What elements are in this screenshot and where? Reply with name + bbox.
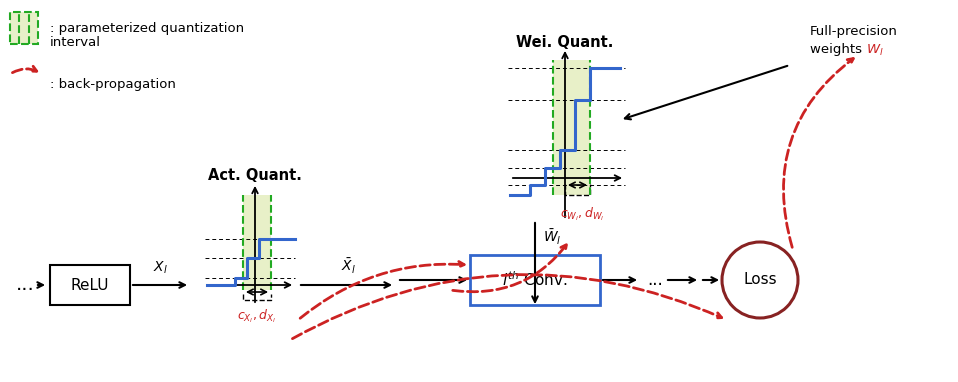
Text: ...: ...: [15, 275, 34, 295]
Text: weights: weights: [810, 43, 866, 56]
Circle shape: [722, 242, 798, 318]
FancyBboxPatch shape: [50, 265, 130, 305]
Text: $l^{th}$ Conv.: $l^{th}$ Conv.: [502, 271, 568, 289]
Text: ...: ...: [647, 271, 663, 289]
Bar: [243, 195, 271, 290]
Text: ReLU: ReLU: [71, 277, 109, 293]
FancyBboxPatch shape: [470, 255, 600, 305]
Text: Loss: Loss: [743, 272, 777, 288]
Text: : back-propagation: : back-propagation: [50, 78, 176, 91]
Bar: [553, 60, 590, 195]
Text: Wei. Quant.: Wei. Quant.: [516, 34, 614, 50]
Text: $c_{W_l}, d_{W_l}$: $c_{W_l}, d_{W_l}$: [560, 205, 604, 223]
Text: $W_l$: $W_l$: [866, 43, 883, 58]
Text: $\bar{X}_l$: $\bar{X}_l$: [340, 257, 355, 276]
Text: $X_l$: $X_l$: [152, 260, 168, 276]
Text: Full-precision: Full-precision: [810, 25, 898, 38]
Text: $c_{X_l}, d_{X_l}$: $c_{X_l}, d_{X_l}$: [238, 307, 277, 325]
Text: interval: interval: [50, 36, 101, 49]
Text: $\bar{W}_l$: $\bar{W}_l$: [543, 227, 561, 247]
FancyBboxPatch shape: [10, 12, 38, 44]
Text: : parameterized quantization: : parameterized quantization: [50, 22, 244, 35]
Text: Act. Quant.: Act. Quant.: [208, 167, 302, 183]
